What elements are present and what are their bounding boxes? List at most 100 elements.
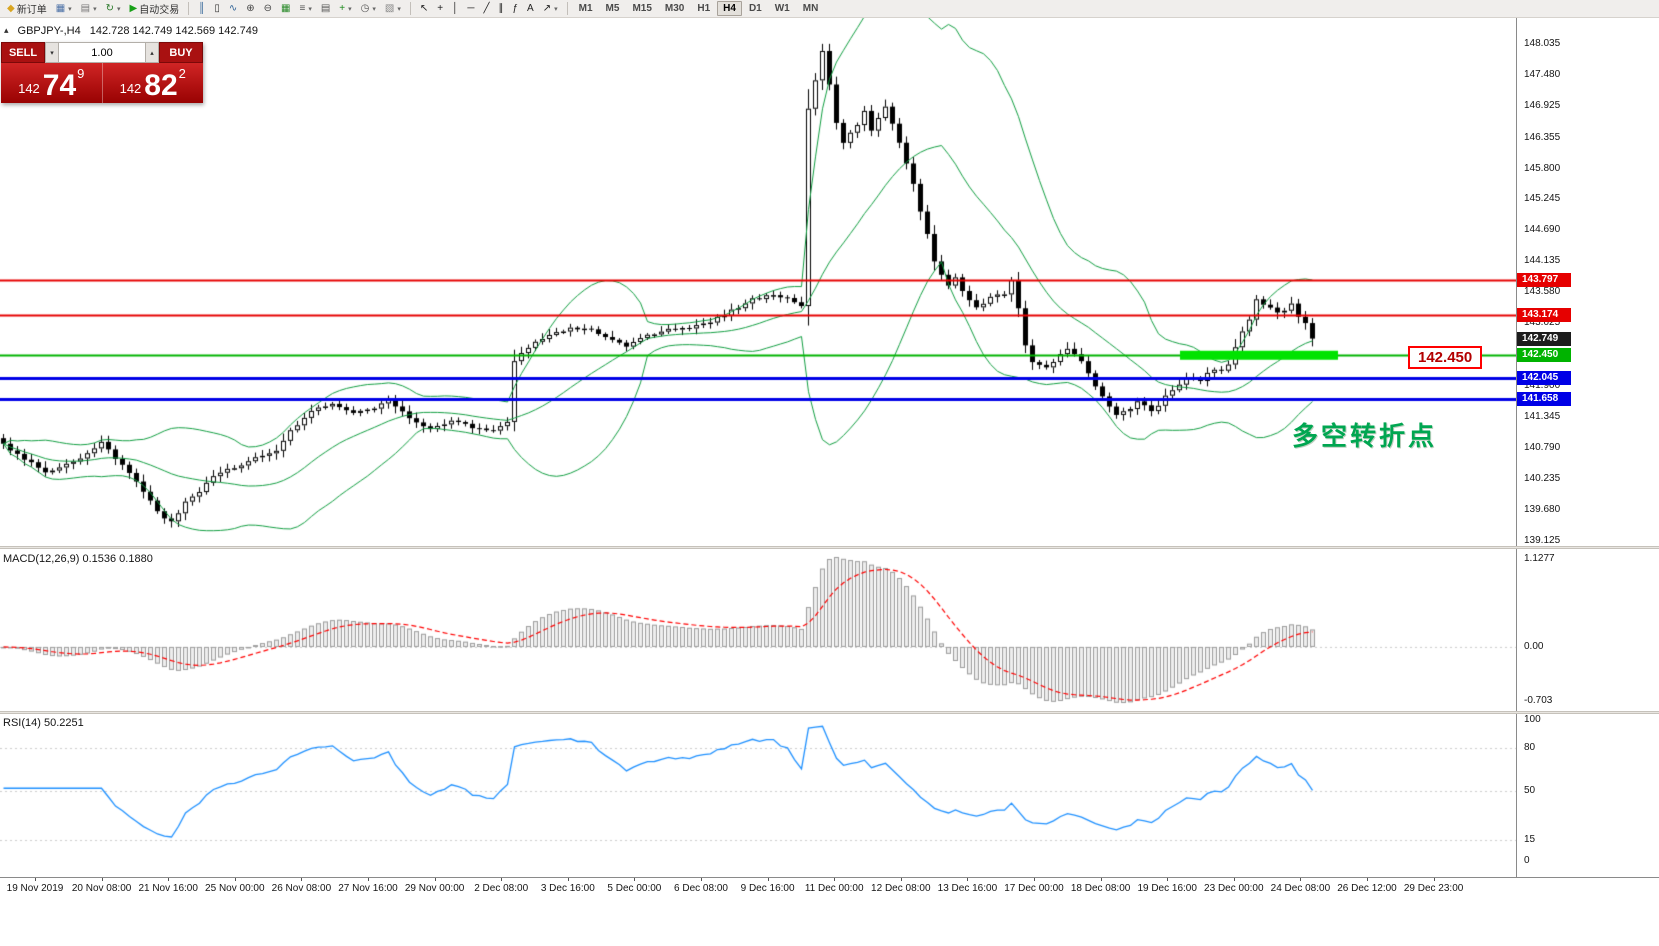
time-axis-label: 21 Nov 16:00 — [138, 883, 198, 894]
horizontal-line-button[interactable]: ─ — [463, 1, 478, 17]
time-tick — [234, 878, 236, 881]
toolbar-group-main: ◆ 新订单 ▦ ▾ ▤ ▾ ↻ ▾ ▶ 自动交易 — [3, 1, 183, 17]
timeframe-h1-button[interactable]: H1 — [697, 3, 711, 14]
time-axis-label: 29 Dec 23:00 — [1403, 883, 1464, 894]
zoom-in-button[interactable]: ⊕ — [242, 1, 258, 17]
arrows-icon: ↗ — [542, 2, 552, 14]
symbol-period-label: GBPJPY-,H4 — [17, 25, 81, 37]
timeframe-m30-button[interactable]: M30 — [664, 3, 685, 14]
ohlc-values: 142.728 142.749 142.569 142.749 — [89, 25, 258, 37]
time-tick — [1100, 878, 1102, 881]
auto-trading-label: 自动交易 — [139, 5, 180, 16]
panel-splitter[interactable] — [0, 711, 1659, 714]
candlestick-chart-button[interactable]: ▯ — [210, 1, 224, 17]
cursor-button[interactable]: ↖ — [416, 1, 432, 17]
sell-price-base: 142 — [18, 81, 40, 96]
fibonacci-button[interactable]: ƒ — [508, 1, 522, 17]
chevron-down-icon[interactable]: ▾ — [348, 5, 352, 13]
new-order-label: 新订单 — [16, 5, 47, 16]
period-selector-button[interactable]: ◷ ▾ — [357, 1, 380, 17]
chevron-down-icon[interactable]: ▾ — [308, 5, 312, 13]
profiles-button[interactable]: ▤ ▾ — [77, 1, 101, 17]
panel-splitter[interactable] — [0, 546, 1659, 549]
price-axis-label: 141.345 — [1524, 410, 1561, 422]
timeframe-m5-button[interactable]: M5 — [605, 3, 620, 14]
vertical-line-button[interactable]: │ — [448, 1, 462, 17]
refresh-button[interactable]: ↻ ▾ — [102, 1, 125, 17]
sell-price-display[interactable]: 142 74 9 — [1, 63, 102, 103]
add-indicator-icon: + — [339, 2, 346, 14]
rsi-chart-canvas[interactable] — [0, 714, 1516, 877]
tile-windows-button[interactable]: ▦ — [277, 1, 294, 17]
buy-price-base: 142 — [119, 81, 142, 96]
auto-trading-button[interactable]: ▶ 自动交易 — [126, 1, 184, 17]
zoom-out-button[interactable]: ⊖ — [260, 1, 276, 17]
chevron-down-icon[interactable]: ▾ — [554, 5, 558, 13]
time-tick — [900, 878, 902, 881]
macd-axis-label: 1.1277 — [1524, 553, 1555, 564]
price-axis-label: 143.025 — [1524, 317, 1561, 329]
time-axis-label: 25 Nov 00:00 — [205, 883, 265, 894]
time-axis-label: 20 Nov 08:00 — [71, 883, 132, 894]
price-level-annotation[interactable]: 142.450 — [1408, 346, 1483, 369]
chevron-down-icon[interactable]: ▾ — [68, 5, 72, 13]
one-click-trading-panel: SELL ▾ ▴ BUY 142 74 9 142 82 2 — [1, 42, 203, 103]
volume-increase-button[interactable]: ▴ — [145, 42, 159, 63]
chevron-down-icon[interactable]: ▾ — [117, 5, 121, 13]
timeframe-d1-button[interactable]: D1 — [748, 3, 762, 14]
new-chart-button[interactable]: ▦ ▾ — [52, 1, 76, 17]
macd-label: MACD(12,26,9) 0.1536 0.1880 — [3, 553, 153, 565]
buy-price-display[interactable]: 142 82 2 — [103, 63, 204, 103]
time-tick — [634, 878, 636, 881]
macd-chart-canvas[interactable] — [0, 549, 1516, 711]
price-chart-canvas[interactable] — [0, 18, 1516, 546]
line-chart-button[interactable]: ∿ — [225, 1, 241, 17]
time-tick — [834, 878, 836, 881]
volume-input[interactable] — [59, 42, 145, 63]
arrows-button[interactable]: ↗ ▾ — [539, 1, 562, 17]
sell-price-big: 74 — [42, 69, 77, 102]
indicator-list-icon: ≡ — [299, 2, 306, 14]
chevron-down-icon[interactable]: ▾ — [93, 5, 97, 13]
time-tick — [567, 878, 569, 881]
price-divider — [101, 63, 103, 103]
turning-point-annotation[interactable]: 多空转折点 — [1292, 421, 1438, 451]
navigator-button[interactable]: ▤ — [317, 1, 334, 17]
price-tag: 143.174 — [1517, 307, 1571, 322]
time-axis-label: 13 Dec 16:00 — [937, 883, 998, 894]
price-axis-label: 140.235 — [1524, 472, 1561, 484]
trendline-button[interactable]: ╱ — [479, 1, 493, 17]
zoom-in-icon: ⊕ — [246, 2, 255, 14]
timeframe-h4-button[interactable]: H4 — [717, 1, 742, 16]
navigator-icon: ▤ — [320, 2, 331, 14]
template-selector-button[interactable]: ▧ ▾ — [381, 1, 405, 17]
indicator-list-button[interactable]: ≡ ▾ — [295, 1, 315, 17]
price-axis-label: 144.690 — [1524, 224, 1561, 236]
fibonacci-icon: ƒ — [512, 2, 519, 14]
chevron-down-icon[interactable]: ▾ — [397, 5, 401, 13]
buy-button[interactable]: BUY — [159, 42, 203, 63]
timeframe-m15-button[interactable]: M15 — [632, 3, 652, 14]
time-axis-label: 26 Dec 12:00 — [1337, 883, 1397, 894]
time-tick — [1167, 878, 1169, 881]
add-indicator-button[interactable]: + ▾ — [335, 1, 355, 17]
new-order-button[interactable]: ◆ 新订单 — [3, 1, 51, 17]
price-tag: 143.797 — [1517, 273, 1571, 288]
timeframe-w1-button[interactable]: W1 — [774, 3, 790, 14]
template-selector-icon: ▧ — [384, 2, 395, 14]
time-axis-label: 19 Dec 16:00 — [1137, 883, 1197, 894]
profiles-icon: ▤ — [80, 2, 91, 14]
toolbar-group-draw: ↖ + │ ─ ╱ ∥ ƒ A ↗ ▾ — [416, 1, 562, 17]
volume-decrease-button[interactable]: ▾ — [45, 42, 59, 63]
bar-chart-button[interactable]: ║ — [194, 1, 209, 17]
chevron-down-icon[interactable]: ▾ — [372, 5, 376, 13]
trade-prices-row: 142 74 9 142 82 2 — [1, 63, 203, 103]
text-label-button[interactable]: A — [523, 1, 538, 17]
timeframe-m1-button[interactable]: M1 — [578, 3, 593, 14]
timeframe-mn-button[interactable]: MN — [802, 3, 819, 14]
equidistant-channel-button[interactable]: ∥ — [494, 1, 507, 17]
crosshair-button[interactable]: + — [433, 1, 447, 17]
sell-button[interactable]: SELL — [1, 42, 45, 63]
time-tick — [434, 878, 436, 881]
rsi-axis-label: 80 — [1524, 742, 1536, 754]
